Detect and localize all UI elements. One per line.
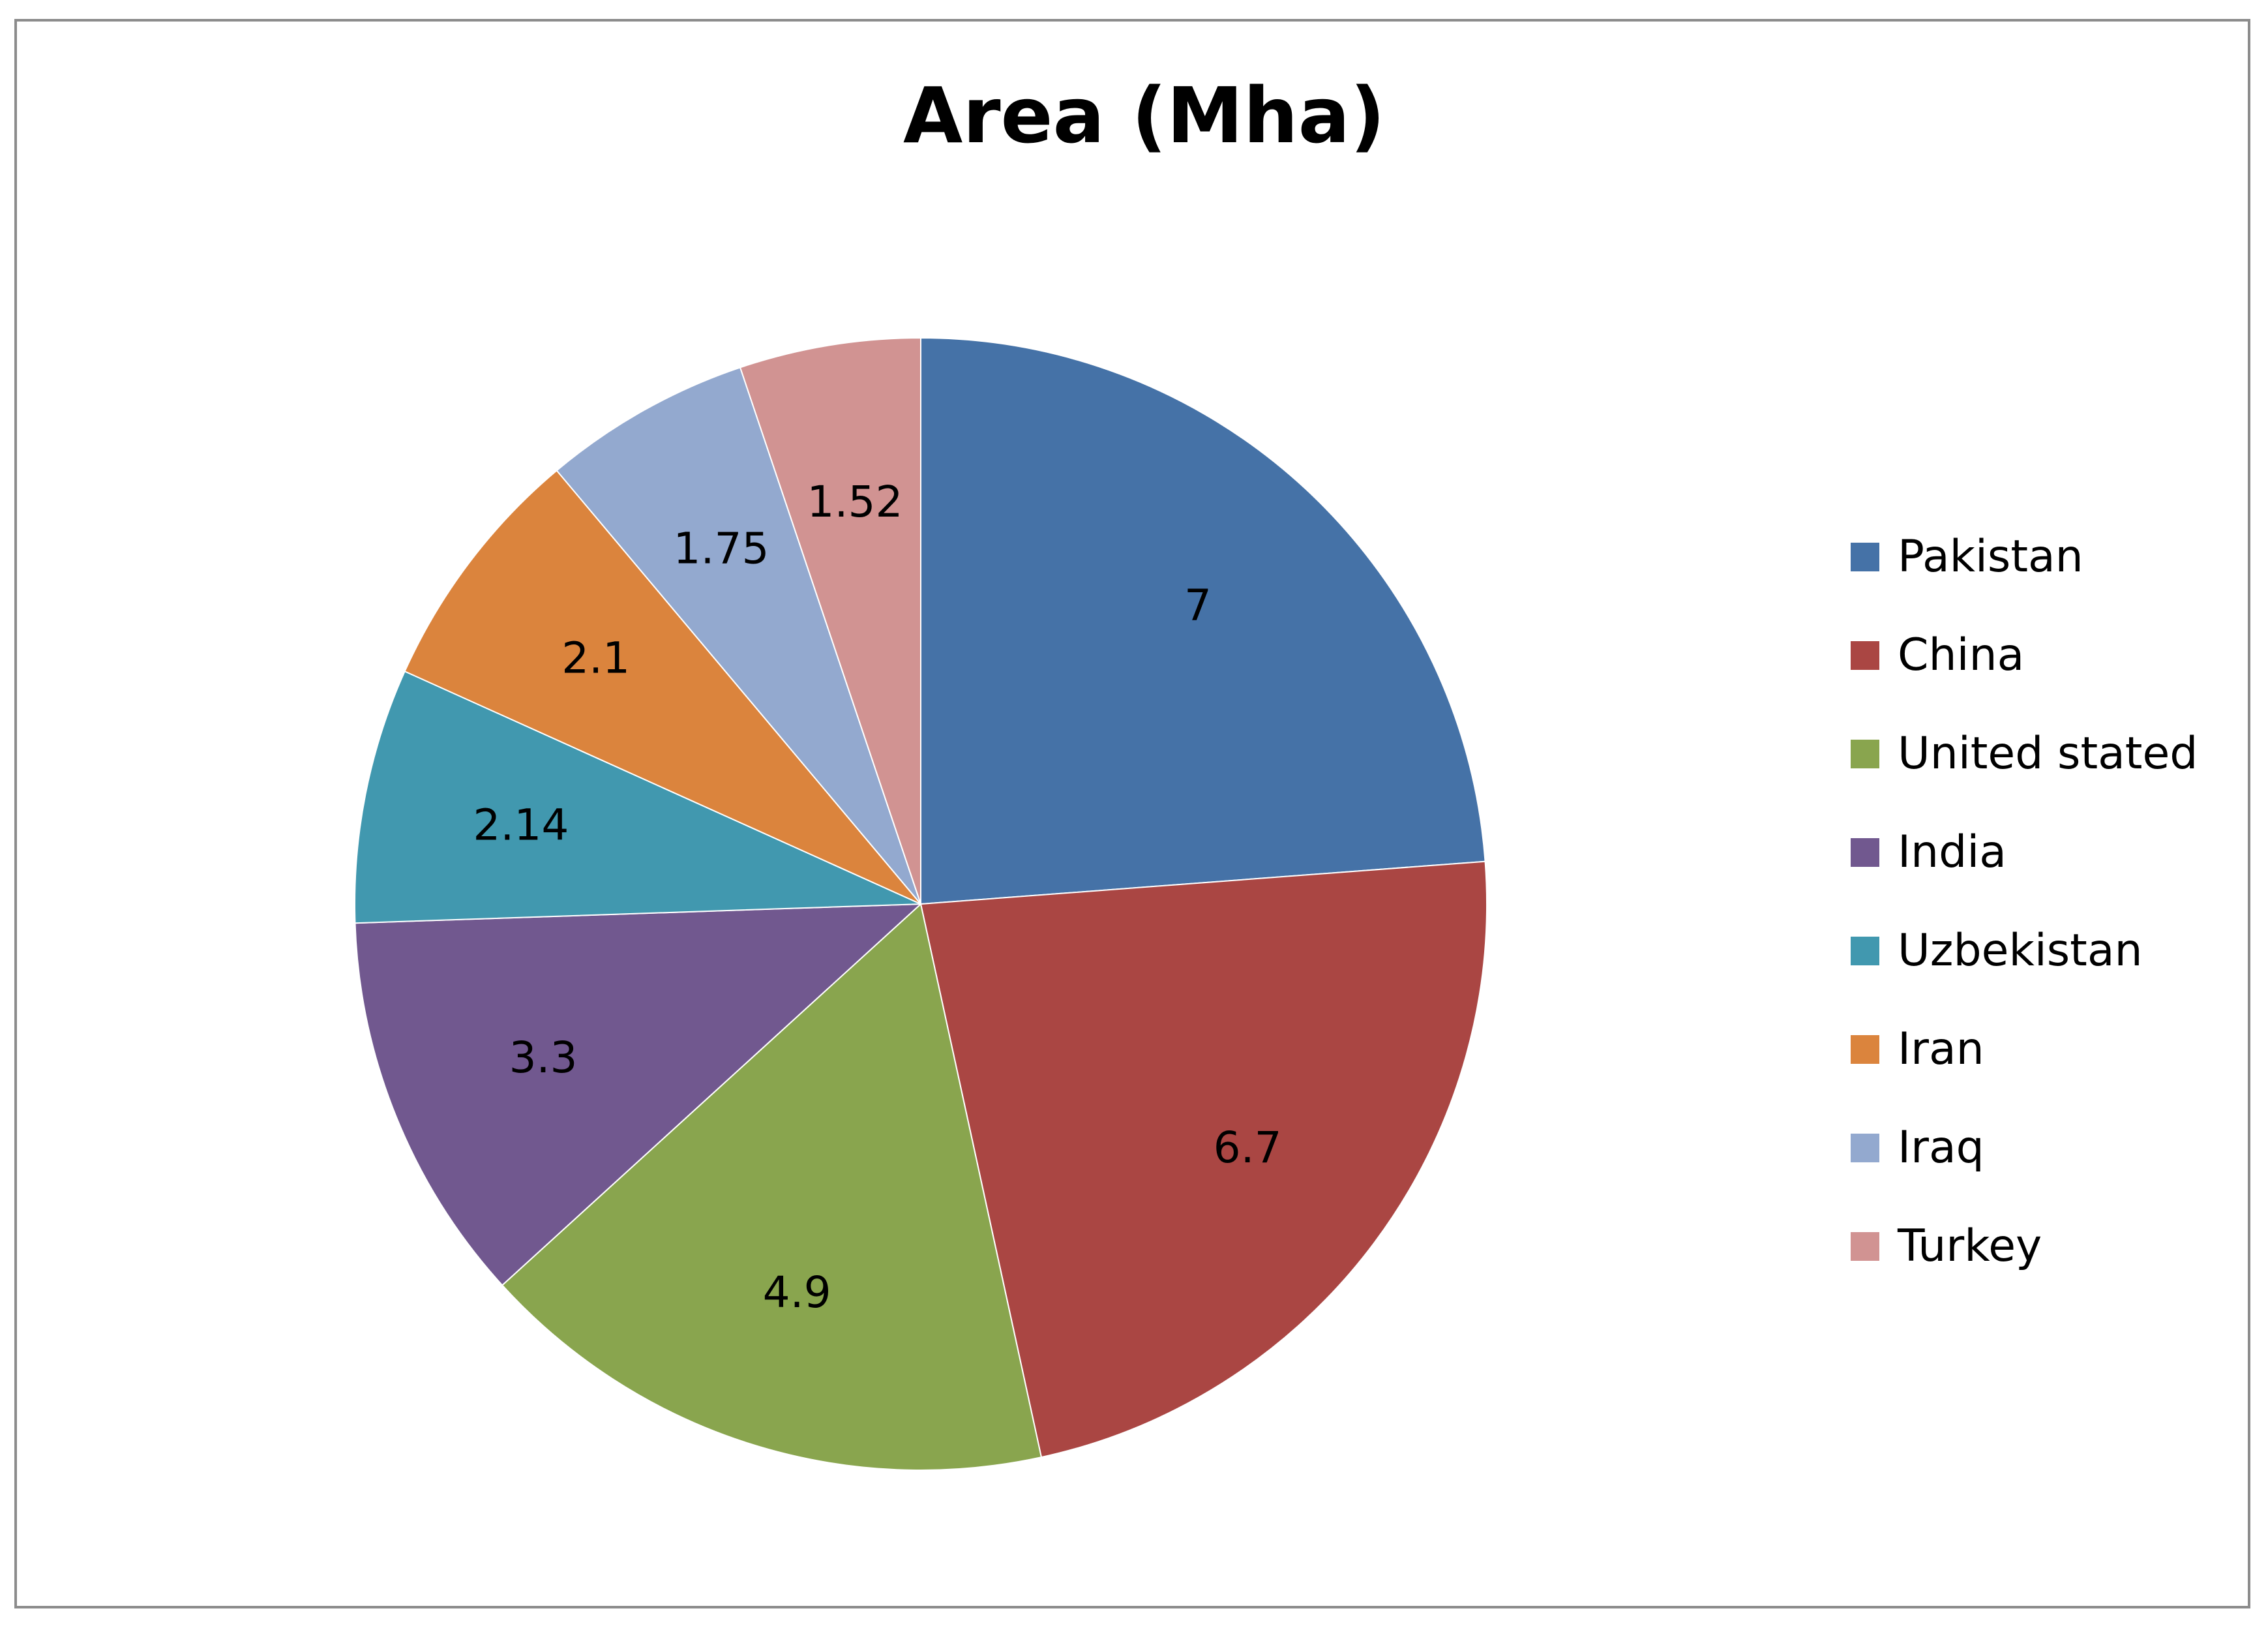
legend-label-iraq: Iraq: [1898, 1122, 1984, 1173]
legend-swatch-iran: [1851, 1035, 1879, 1064]
legend-label-china: China: [1898, 629, 2025, 681]
data-label-pakistan: 7: [1184, 580, 1212, 630]
chart-title: Area (Mha): [903, 70, 1386, 160]
legend-label-united-stated: United stated: [1898, 728, 2198, 779]
pie-slice-pakistan: [920, 337, 1486, 905]
legend-item-iraq: Iraq: [1851, 1119, 2242, 1173]
pie-slice-india: [354, 903, 923, 1286]
data-label-uzbekistan: 2.14: [473, 800, 569, 850]
data-label-india: 3.3: [509, 1033, 578, 1083]
legend-item-pakistan: Pakistan: [1851, 528, 2242, 582]
legend-swatch-uzbekistan: [1851, 937, 1879, 965]
legend-label-pakistan: Pakistan: [1898, 531, 2083, 582]
pie-slice-united-stated: [501, 903, 1043, 1471]
legend-item-india: India: [1851, 824, 2242, 878]
legend-item-uzbekistan: Uzbekistan: [1851, 922, 2242, 976]
legend-label-india: India: [1898, 826, 2007, 878]
legend-swatch-india: [1851, 838, 1879, 867]
legend-swatch-turkey: [1851, 1232, 1879, 1261]
legend-swatch-united-stated: [1851, 740, 1879, 768]
legend-label-uzbekistan: Uzbekistan: [1898, 925, 2143, 976]
pie-slice-iraq: [556, 367, 921, 905]
legend-swatch-pakistan: [1851, 543, 1879, 571]
data-label-iraq: 1.75: [674, 524, 769, 574]
pie-slice-turkey: [739, 337, 921, 905]
data-label-turkey: 1.52: [807, 477, 903, 527]
pie-slice-china: [919, 860, 1487, 1458]
legend-swatch-iraq: [1851, 1134, 1879, 1162]
pie-slice-uzbekistan: [354, 670, 921, 924]
legend-label-turkey: Turkey: [1898, 1220, 2042, 1272]
legend-item-turkey: Turkey: [1851, 1218, 2242, 1272]
data-label-iran: 2.1: [561, 633, 630, 683]
legend-label-iran: Iran: [1898, 1023, 1984, 1075]
legend-item-china: China: [1851, 627, 2242, 681]
data-label-china: 6.7: [1214, 1123, 1282, 1173]
data-label-united-stated: 4.9: [763, 1267, 831, 1318]
legend-swatch-china: [1851, 641, 1879, 670]
pie-slice-iran: [404, 469, 921, 905]
legend-item-united-stated: United stated: [1851, 725, 2242, 779]
legend-item-iran: Iran: [1851, 1021, 2242, 1075]
